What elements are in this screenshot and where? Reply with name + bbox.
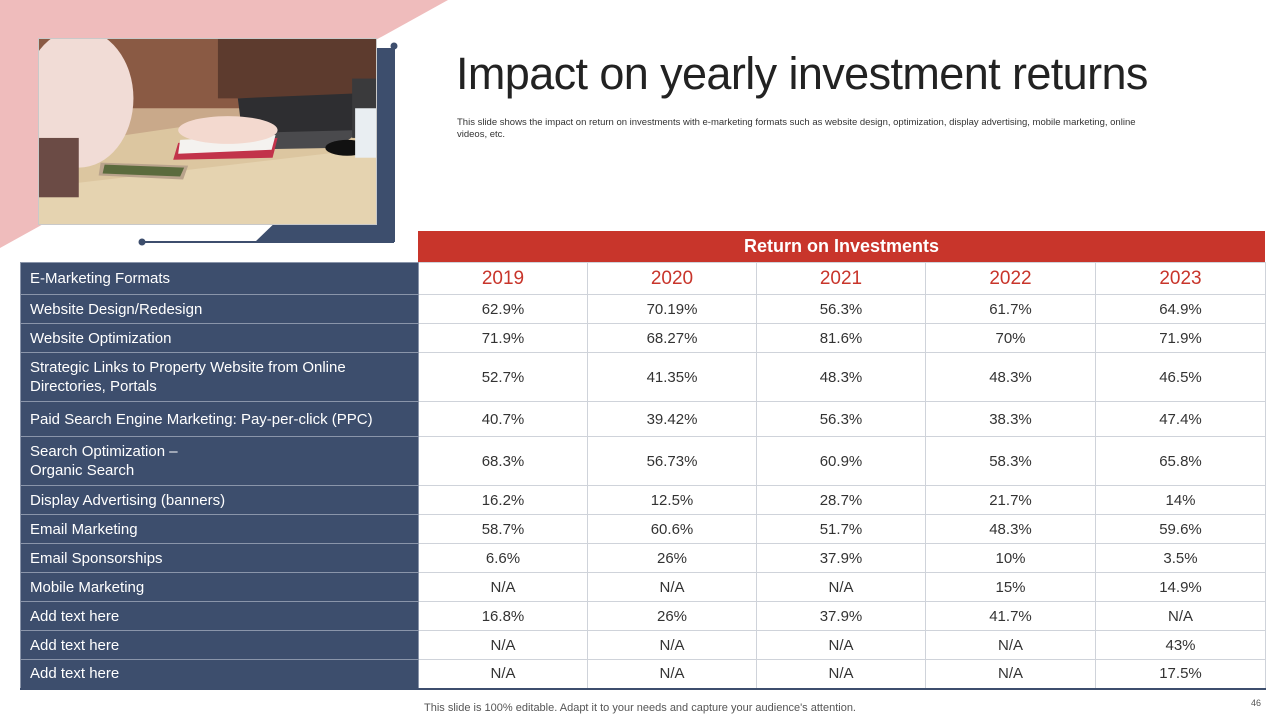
table-row: Add text here 16.8% 26% 37.9% 41.7% N/A	[20, 601, 1266, 631]
table-cell: 37.9%	[756, 601, 926, 631]
table-cell: N/A	[587, 572, 757, 602]
table-cell: N/A	[925, 659, 1096, 690]
table-cell: 61.7%	[925, 294, 1096, 324]
column-header-year: 2023	[1095, 262, 1266, 295]
table-cell: 16.2%	[418, 485, 588, 515]
table-cell: 38.3%	[925, 401, 1096, 437]
table-cell: 60.9%	[756, 436, 926, 486]
table-cell: 12.5%	[587, 485, 757, 515]
table-cell: N/A	[756, 572, 926, 602]
table-cell: 68.27%	[587, 323, 757, 353]
table-cell: 6.6%	[418, 543, 588, 573]
desk-photo	[38, 38, 377, 225]
row-label: Email Sponsorships	[20, 543, 419, 573]
table-cell: N/A	[418, 659, 588, 690]
table-cell: 26%	[587, 601, 757, 631]
table-cell: N/A	[925, 630, 1096, 660]
table-cell: N/A	[418, 630, 588, 660]
table-cell: N/A	[1095, 601, 1266, 631]
table-row: Email Marketing 58.7% 60.6% 51.7% 48.3% …	[20, 514, 1266, 544]
table-cell: 56.73%	[587, 436, 757, 486]
table-cell: 48.3%	[925, 352, 1096, 402]
table-row: Mobile Marketing N/A N/A N/A 15% 14.9%	[20, 572, 1266, 602]
row-label: Add text here	[20, 630, 419, 660]
table-row: Website Design/Redesign 62.9% 70.19% 56.…	[20, 294, 1266, 324]
table-cell: 41.7%	[925, 601, 1096, 631]
table-cell: 14.9%	[1095, 572, 1266, 602]
table-cell: 62.9%	[418, 294, 588, 324]
row-label: Paid Search Engine Marketing: Pay-per-cl…	[20, 401, 419, 437]
row-label: Add text here	[20, 659, 419, 690]
roi-table: E-Marketing Formats 2019 2020 2021 2022 …	[20, 262, 1266, 690]
page-number: 46	[1250, 698, 1261, 708]
table-cell: 48.3%	[756, 352, 926, 402]
footer-note: This slide is 100% editable. Adapt it to…	[424, 702, 856, 714]
table-cell: 81.6%	[756, 323, 926, 353]
table-row: Strategic Links to Property Website from…	[20, 352, 1266, 402]
table-row: Paid Search Engine Marketing: Pay-per-cl…	[20, 401, 1266, 437]
row-label: Website Design/Redesign	[20, 294, 419, 324]
row-label: Search Optimization – Organic Search	[20, 436, 419, 486]
table-cell: 10%	[925, 543, 1096, 573]
table-cell: 41.35%	[587, 352, 757, 402]
table-cell: 60.6%	[587, 514, 757, 544]
table-cell: 46.5%	[1095, 352, 1266, 402]
row-label: Add text here	[20, 601, 419, 631]
column-header-year: 2019	[418, 262, 588, 295]
table-cell: 26%	[587, 543, 757, 573]
table-cell: N/A	[587, 659, 757, 690]
table-cell: 15%	[925, 572, 1096, 602]
table-cell: 52.7%	[418, 352, 588, 402]
row-label: Email Marketing	[20, 514, 419, 544]
roi-group-header: Return on Investments	[418, 231, 1265, 262]
table-cell: 70%	[925, 323, 1096, 353]
table-row: Add text here N/A N/A N/A N/A 17.5%	[20, 659, 1266, 690]
table-cell: 39.42%	[587, 401, 757, 437]
table-cell: N/A	[587, 630, 757, 660]
table-cell: 17.5%	[1095, 659, 1266, 690]
table-cell: 28.7%	[756, 485, 926, 515]
table-cell: 43%	[1095, 630, 1266, 660]
row-label: Display Advertising (banners)	[20, 485, 419, 515]
column-header-year: 2020	[587, 262, 757, 295]
table-cell: 14%	[1095, 485, 1266, 515]
table-cell: 58.7%	[418, 514, 588, 544]
table-row: Search Optimization – Organic Search 68.…	[20, 436, 1266, 486]
table-cell: 64.9%	[1095, 294, 1266, 324]
table-cell: 56.3%	[756, 401, 926, 437]
table-cell: 48.3%	[925, 514, 1096, 544]
table-row: Email Sponsorships 6.6% 26% 37.9% 10% 3.…	[20, 543, 1266, 573]
table-cell: 47.4%	[1095, 401, 1266, 437]
table-cell: 51.7%	[756, 514, 926, 544]
table-cell: 3.5%	[1095, 543, 1266, 573]
table-cell: N/A	[418, 572, 588, 602]
table-cell: N/A	[756, 630, 926, 660]
table-row: Display Advertising (banners) 16.2% 12.5…	[20, 485, 1266, 515]
table-cell: 70.19%	[587, 294, 757, 324]
table-cell: N/A	[756, 659, 926, 690]
table-cell: 59.6%	[1095, 514, 1266, 544]
row-label: Strategic Links to Property Website from…	[20, 352, 419, 402]
column-header-formats: E-Marketing Formats	[20, 262, 419, 295]
table-cell: 56.3%	[756, 294, 926, 324]
table-cell: 16.8%	[418, 601, 588, 631]
row-label: Mobile Marketing	[20, 572, 419, 602]
column-header-year: 2021	[756, 262, 926, 295]
table-cell: 40.7%	[418, 401, 588, 437]
page-title: Impact on yearly investment returns	[456, 48, 1148, 99]
table-cell: 21.7%	[925, 485, 1096, 515]
table-cell: 65.8%	[1095, 436, 1266, 486]
page-subtitle: This slide shows the impact on return on…	[457, 117, 1136, 140]
table-cell: 68.3%	[418, 436, 588, 486]
column-header-year: 2022	[925, 262, 1096, 295]
table-cell: 58.3%	[925, 436, 1096, 486]
row-label: Website Optimization	[20, 323, 419, 353]
table-row: Website Optimization 71.9% 68.27% 81.6% …	[20, 323, 1266, 353]
table-cell: 71.9%	[1095, 323, 1266, 353]
table-cell: 71.9%	[418, 323, 588, 353]
table-row: Add text here N/A N/A N/A N/A 43%	[20, 630, 1266, 660]
table-cell: 37.9%	[756, 543, 926, 573]
